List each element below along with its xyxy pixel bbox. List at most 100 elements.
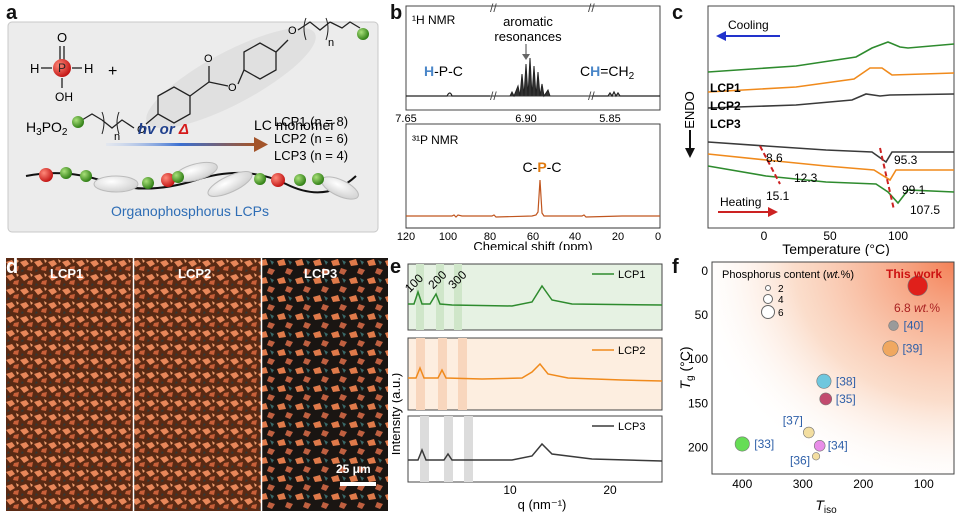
tg-dash-line (759, 145, 781, 185)
panel-label-f: f (672, 256, 679, 278)
cooling-curve-lcp3 (707, 93, 955, 109)
svg-text://: // (490, 1, 497, 15)
scatter-point (816, 373, 832, 389)
scatter-point-label: [33] (754, 437, 774, 451)
arrow-label: hv or Δ (138, 121, 189, 138)
legend-size-6: 6 (778, 308, 784, 319)
cooling-arrow: Cooling (716, 18, 780, 41)
legend-size-4: 4 (778, 295, 784, 306)
series-label-lcp1: LCP1 (710, 81, 741, 95)
y-tick-label: 150 (688, 396, 708, 410)
dsc-ylabel: ENDO (682, 91, 697, 129)
cooling-curve-lcp2 (707, 67, 955, 93)
annot-95-3: 95.3 (894, 153, 918, 167)
p-tick-60: 60 (527, 231, 539, 243)
scatter-xlabel: Tiso (815, 497, 837, 514)
scatter-point-label: [40] (904, 319, 924, 333)
subscript-n-left: n (114, 131, 120, 143)
saxs-curve-lcp3 (408, 442, 663, 462)
tile-lcp2 (134, 258, 261, 511)
atom-h-left: H (30, 61, 39, 76)
scatter-point (803, 426, 815, 439)
micrograph-panel: LCP1 LCP2 LCP3 25 μm (6, 258, 388, 511)
panel-label-d: d (6, 256, 19, 278)
scatter-point (882, 340, 899, 357)
scatter-point (819, 392, 833, 406)
tile-title-lcp3: LCP3 (304, 266, 338, 281)
y-tick-label: 0 (701, 264, 708, 278)
tile-title-lcp1: LCP1 (50, 266, 84, 281)
panel-f: [40] [39] [38] [35] [37] [34] [36] [33] Phospho… (676, 254, 960, 516)
svg-text://: // (588, 1, 595, 15)
saxs-legend-lcp1: LCP1 (618, 269, 646, 281)
atom-o-top: O (57, 30, 67, 45)
y-tick-label: 100 (688, 352, 708, 366)
reaction-arrow: hv or Δ (106, 121, 268, 152)
legend-circle-6 (761, 305, 775, 319)
scatter-ylabel: Tg (°C) (677, 346, 696, 389)
e-tick-10: 10 (503, 483, 517, 497)
h-nmr-aromatic-peaks (492, 57, 588, 98)
panel-e: LCP1 100 200 300 LCP2 LCP3 Intensity (a.… (388, 254, 666, 514)
scatter-point (907, 275, 928, 296)
p-tick-100: 100 (439, 231, 457, 243)
svg-text://: // (588, 89, 595, 103)
h-nmr-aromatic-label-2: resonances (494, 29, 562, 44)
this-work-label: This work (886, 267, 942, 281)
cooling-curve-lcp1 (707, 41, 955, 73)
annot-8-6: 8.6 (766, 151, 783, 165)
series-label-lcp2: LCP2 (710, 99, 741, 113)
c-tick-100: 100 (888, 229, 908, 243)
x-tick-label: 400 (732, 477, 752, 491)
legend-title: Phosphorus content (wt.%) (722, 269, 854, 281)
scale-bar-label: 25 μm (336, 462, 371, 476)
this-work-value: 6.8 wt.% (894, 301, 940, 315)
product-lcp2: LCP2 (n = 6) (274, 131, 348, 146)
saxs-frame-lcp2 (407, 337, 663, 411)
scatter-point (734, 436, 750, 452)
legend-circle-4 (763, 294, 773, 304)
heating-curve-lcp2 (707, 153, 954, 182)
product-lcp3: LCP3 (n = 4) (274, 148, 348, 163)
panel-e-svg: LCP1 100 200 300 LCP2 LCP3 Intensity (a.… (388, 263, 663, 512)
scatter-point-label: [35] (836, 392, 856, 406)
monomer-label: LC monomer (254, 117, 335, 133)
panel-a: O P H H OH H3PO2 + O O O (6, 0, 388, 240)
lc-monomer-structure: O O O n O n (72, 17, 369, 143)
atom-oh: OH (55, 90, 73, 104)
tile-title-lcp2: LCP2 (178, 266, 212, 281)
p-tick-120: 120 (397, 231, 415, 243)
svg-text:O: O (228, 82, 237, 94)
cooling-label: Cooling (728, 18, 769, 32)
dsc-xlabel: Temperature (°C) (782, 241, 890, 256)
y-tick-label: 200 (688, 441, 708, 455)
h-nmr-peak-hpc: H-P-C (424, 63, 463, 79)
e-tick-20: 20 (603, 483, 617, 497)
series-label-lcp3: LCP3 (710, 117, 741, 131)
dsc-xaxis: 0 50 100 (761, 229, 909, 243)
h-nmr-aromatic-label-1: aromatic (503, 14, 553, 29)
scatter-point-label: [39] (902, 342, 922, 356)
scatter-points: [40] [39] [38] [35] [37] [34] [36] [33] (734, 275, 928, 467)
c-tick-50: 50 (823, 229, 837, 243)
x-tick-label: 200 (853, 477, 873, 491)
panel-label-b: b (390, 2, 403, 24)
h-nmr-trace-3 (592, 90, 660, 98)
heating-curve-lcp3 (707, 141, 954, 164)
scatter-point-label: [34] (828, 439, 848, 453)
annot-99-1: 99.1 (902, 183, 926, 197)
svg-text:O: O (204, 53, 213, 65)
h-tick-0: 7.65 (395, 113, 416, 125)
scatter-frame (711, 261, 955, 475)
panel-a-caption: Organophosphorus LCPs (111, 203, 269, 219)
saxs-frame-lcp1 (407, 263, 663, 331)
panel-a-svg: O P H H OH H3PO2 + O O O (7, 17, 379, 233)
tile-lcp3 (262, 258, 388, 511)
phosphorus-atom-ball (53, 59, 71, 77)
tg-tiso-scatter: [40] [39] [38] [35] [37] [34] [36] [33] Phospho… (677, 261, 955, 516)
panel-label-c: c (672, 2, 684, 24)
x-tick-label: 300 (793, 477, 813, 491)
heating-arrow: Heating (718, 195, 778, 217)
p-nmr-xaxis: 120 100 80 60 40 20 0 (397, 227, 661, 243)
saxs-legend-lcp2: LCP2 (618, 345, 646, 357)
